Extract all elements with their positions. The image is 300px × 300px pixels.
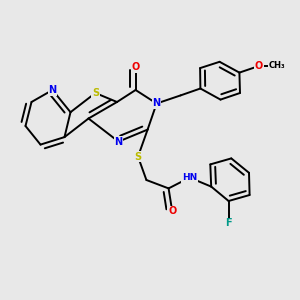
Text: O: O <box>168 206 176 216</box>
Text: CH₃: CH₃ <box>268 61 285 70</box>
Text: N: N <box>114 136 123 147</box>
Text: N: N <box>152 98 161 109</box>
Text: S: S <box>134 152 142 162</box>
Text: N: N <box>48 85 57 95</box>
Text: F: F <box>225 218 232 228</box>
Text: HN: HN <box>182 173 197 182</box>
Text: O: O <box>131 62 140 73</box>
Text: O: O <box>255 61 263 71</box>
Text: S: S <box>92 88 99 98</box>
